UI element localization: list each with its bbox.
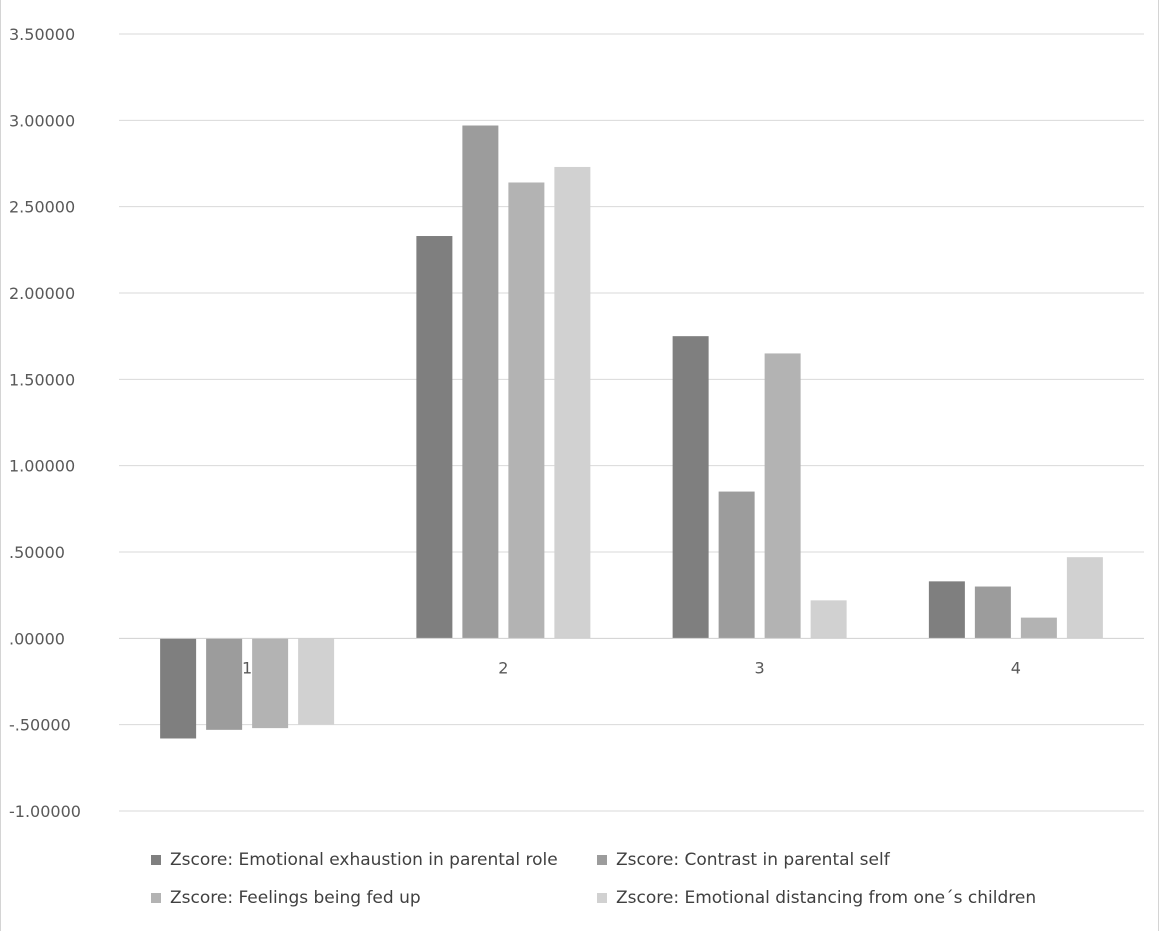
y-tick-label: .50000: [9, 543, 65, 562]
bar-series-0-category-3: [928, 581, 965, 639]
y-tick-label: -.50000: [9, 716, 71, 735]
bar-series-2-category-1: [508, 182, 545, 639]
bar-series-1-category-2: [718, 491, 755, 639]
bar-series-3-category-1: [554, 166, 591, 639]
legend-swatch-2: [151, 893, 161, 903]
bar-series-2-category-0: [252, 638, 289, 729]
bar-series-0-category-2: [672, 336, 709, 639]
x-category-label: 1: [242, 658, 252, 677]
legend-item-0: Zscore: Emotional exhaustion in parental…: [151, 850, 558, 870]
y-tick-label: .00000: [9, 629, 65, 648]
bar-series-3-category-2: [810, 600, 847, 639]
legend-label-2: Zscore: Feelings being fed up: [170, 888, 421, 908]
y-tick-label: 2.00000: [9, 284, 75, 303]
bars: [160, 125, 1103, 739]
bar-series-2-category-2: [764, 353, 801, 639]
y-tick-label: 1.50000: [9, 370, 75, 389]
y-tick-label: -1.00000: [9, 802, 81, 821]
legend-label-0: Zscore: Emotional exhaustion in parental…: [170, 850, 558, 870]
bar-series-1-category-1: [462, 125, 499, 639]
legend-swatch-0: [151, 855, 161, 865]
legend-item-2: Zscore: Feelings being fed up: [151, 888, 421, 908]
legend-item-3: Zscore: Emotional distancing from one´s …: [597, 888, 1036, 908]
gridlines: [119, 33, 1144, 812]
y-tick-label: 3.00000: [9, 111, 75, 130]
legend-swatch-1: [597, 855, 607, 865]
bar-series-3-category-0: [298, 638, 335, 725]
bar-series-1-category-3: [974, 586, 1011, 639]
legend-label-3: Zscore: Emotional distancing from one´s …: [616, 888, 1037, 908]
bar-series-2-category-3: [1020, 617, 1057, 639]
y-tick-label: 2.50000: [9, 198, 75, 217]
y-axis-tick-labels: 3.50000 3.00000 2.50000 2.00000 1.50000 1.000…: [9, 25, 81, 821]
x-category-label: 3: [755, 658, 765, 677]
bar-series-0-category-0: [160, 638, 197, 739]
legend-swatch-3: [597, 893, 607, 903]
bar-series-3-category-3: [1066, 557, 1103, 639]
x-category-label: 4: [1011, 658, 1021, 677]
y-tick-label: 3.50000: [9, 25, 75, 44]
bar-series-0-category-1: [416, 236, 453, 639]
legend-item-1: Zscore: Contrast in parental self: [597, 850, 890, 870]
chart-legend: Zscore: Emotional exhaustion in parental…: [1, 840, 1159, 920]
y-tick-label: 1.00000: [9, 457, 75, 476]
x-category-label: 2: [498, 658, 508, 677]
bar-series-1-category-0: [206, 638, 243, 730]
legend-label-1: Zscore: Contrast in parental self: [616, 850, 890, 870]
x-axis-category-labels: 1 2 3 4: [242, 658, 1021, 677]
